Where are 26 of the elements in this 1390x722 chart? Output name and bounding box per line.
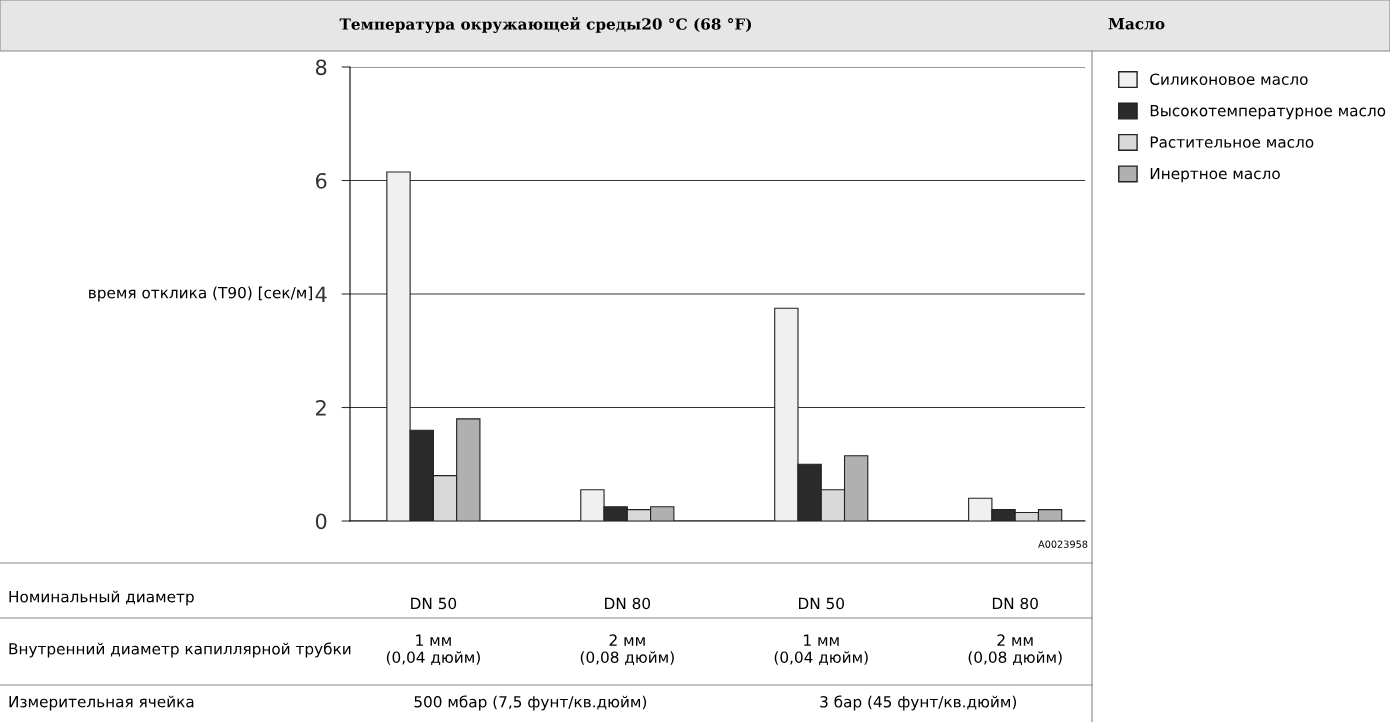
text: 1 мм (0,04 дюйм) (774, 634, 868, 665)
text: 500 мбар (7,5 фунт/кв.дюйм) (414, 695, 647, 711)
y-tick-label: 2 (316, 399, 326, 416)
legend-label: Инертное масло (1150, 167, 1280, 183)
y-tick-label: 8 (315, 59, 327, 76)
text: 3 бар (45 фунт/кв.дюйм) (820, 695, 1017, 711)
legend-label: Растительное масло (1150, 136, 1314, 148)
text: A0023958 (1038, 540, 1088, 548)
chart-title: Температура окружающей среды20 °C (68 °F) (339, 17, 752, 33)
y-tick-label: 0 (315, 513, 327, 530)
text: Номинальный диаметр (9, 590, 194, 606)
text: 1 мм (0,04 дюйм) (386, 634, 480, 665)
x-tick-label: DN 80 (992, 597, 1038, 610)
y-tick-label: 6 (315, 172, 327, 189)
x-tick-label: DN 80 (605, 597, 651, 610)
text: 2 мм (0,08 дюйм) (968, 634, 1062, 665)
y-tick-label: 4 (315, 286, 327, 302)
text: Внутренний диаметр капиллярной трубки (9, 642, 351, 658)
text: Измерительная ячейка (9, 695, 194, 711)
legend-title: Масло (1108, 18, 1165, 30)
x-tick-label: DN 50 (411, 597, 457, 610)
legend-label: Силиконовое масло (1150, 73, 1308, 85)
x-tick-label: DN 50 (799, 597, 844, 610)
y-axis-title: время отклика (T90) [сек/м] (89, 286, 312, 302)
legend-label: Высокотемпературное масло (1150, 105, 1386, 120)
text: 2 мм (0,08 дюйм) (580, 634, 674, 665)
